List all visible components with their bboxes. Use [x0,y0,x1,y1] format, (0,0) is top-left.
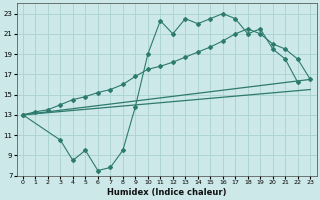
X-axis label: Humidex (Indice chaleur): Humidex (Indice chaleur) [107,188,226,197]
